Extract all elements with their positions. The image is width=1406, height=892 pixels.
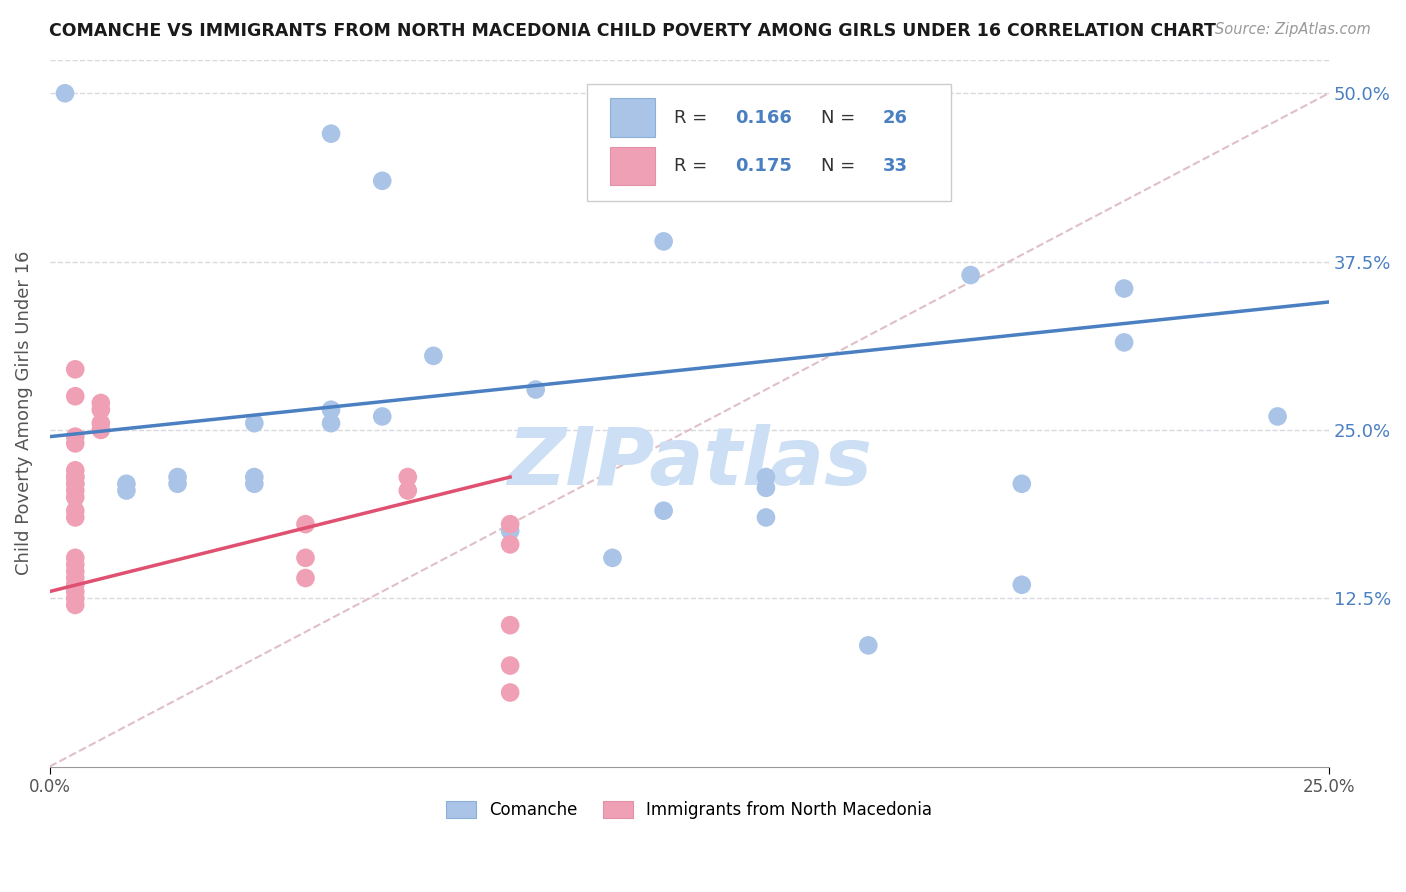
Point: [371, 174, 394, 188]
Point: [396, 483, 419, 498]
Point: [1267, 409, 1289, 424]
Point: [652, 235, 675, 249]
Point: [65, 591, 87, 606]
Point: [371, 409, 394, 424]
Point: [499, 524, 522, 538]
Point: [396, 470, 419, 484]
Point: [858, 639, 880, 653]
Point: [90, 402, 112, 417]
Text: 33: 33: [883, 157, 907, 175]
Point: [755, 470, 778, 484]
Y-axis label: Child Poverty Among Girls Under 16: Child Poverty Among Girls Under 16: [15, 251, 32, 575]
Point: [65, 490, 87, 504]
Point: [652, 504, 675, 518]
Point: [602, 550, 624, 565]
Point: [1114, 281, 1136, 295]
Point: [1011, 578, 1033, 592]
Point: [65, 598, 87, 612]
Point: [243, 470, 266, 484]
Point: [499, 517, 522, 532]
Point: [319, 127, 342, 141]
Point: [243, 476, 266, 491]
Point: [65, 362, 87, 376]
Point: [294, 571, 316, 585]
Text: COMANCHE VS IMMIGRANTS FROM NORTH MACEDONIA CHILD POVERTY AMONG GIRLS UNDER 16 C: COMANCHE VS IMMIGRANTS FROM NORTH MACEDO…: [49, 22, 1216, 40]
Point: [294, 517, 316, 532]
Point: [65, 564, 87, 578]
Point: [65, 550, 87, 565]
Point: [755, 510, 778, 524]
Point: [319, 416, 342, 430]
Text: 0.166: 0.166: [735, 109, 792, 127]
Point: [90, 416, 112, 430]
Text: N =: N =: [821, 157, 860, 175]
Point: [499, 658, 522, 673]
Point: [166, 470, 188, 484]
Point: [1114, 335, 1136, 350]
Text: Source: ZipAtlas.com: Source: ZipAtlas.com: [1215, 22, 1371, 37]
Point: [65, 476, 87, 491]
Point: [166, 476, 188, 491]
Point: [65, 470, 87, 484]
Point: [524, 383, 547, 397]
Point: [65, 504, 87, 518]
Text: R =: R =: [673, 109, 713, 127]
Point: [243, 416, 266, 430]
Point: [499, 537, 522, 551]
Point: [53, 87, 76, 101]
Text: N =: N =: [821, 109, 860, 127]
Point: [65, 470, 87, 484]
Point: [90, 396, 112, 410]
Text: 26: 26: [883, 109, 907, 127]
Text: 0.175: 0.175: [735, 157, 792, 175]
Point: [90, 423, 112, 437]
Point: [65, 584, 87, 599]
Point: [499, 618, 522, 632]
Bar: [610, 98, 655, 137]
Point: [65, 430, 87, 444]
Point: [65, 510, 87, 524]
Point: [499, 685, 522, 699]
Point: [65, 558, 87, 572]
Point: [115, 476, 138, 491]
Point: [319, 402, 342, 417]
Text: ZIPatlas: ZIPatlas: [506, 424, 872, 501]
Bar: [610, 146, 655, 186]
Point: [65, 476, 87, 491]
Point: [65, 483, 87, 498]
Point: [422, 349, 444, 363]
Point: [755, 481, 778, 495]
Point: [959, 268, 981, 282]
Point: [65, 463, 87, 477]
Point: [65, 389, 87, 403]
Point: [65, 571, 87, 585]
Point: [115, 483, 138, 498]
Point: [65, 436, 87, 450]
Point: [1011, 476, 1033, 491]
Point: [65, 578, 87, 592]
Text: R =: R =: [673, 157, 713, 175]
FancyBboxPatch shape: [586, 85, 952, 201]
Point: [294, 550, 316, 565]
Legend: Comanche, Immigrants from North Macedonia: Comanche, Immigrants from North Macedoni…: [440, 794, 939, 825]
